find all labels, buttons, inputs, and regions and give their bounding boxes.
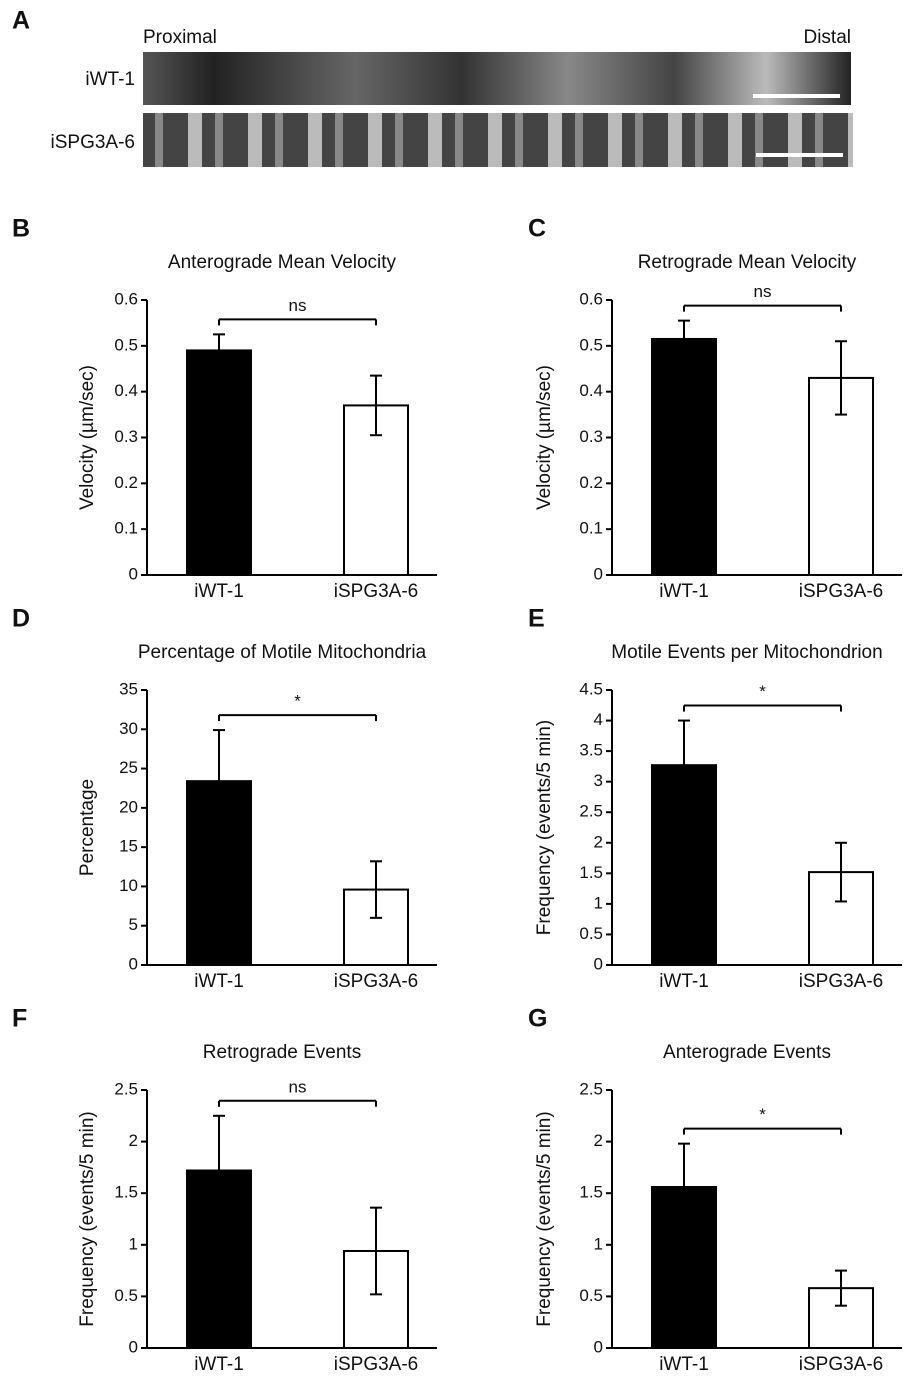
distal-label: Distal xyxy=(803,27,851,48)
significance-label: * xyxy=(294,692,301,711)
x-tick-label: iWT-1 xyxy=(194,581,244,602)
x-tick-label: iSPG3A-6 xyxy=(799,971,883,992)
y-tick-label: 0.5 xyxy=(114,335,138,354)
panel-label: C xyxy=(528,215,546,243)
y-tick-label: 2.5 xyxy=(579,1079,603,1098)
y-tick-label: 0.2 xyxy=(114,473,138,492)
kymograph xyxy=(143,113,853,167)
panel-label: B xyxy=(12,215,30,243)
significance-label: ns xyxy=(289,296,307,315)
panel-label: G xyxy=(528,1005,547,1033)
y-tick-label: 35 xyxy=(119,679,138,698)
x-tick-label: iSPG3A-6 xyxy=(799,1354,883,1375)
panel-label: A xyxy=(12,7,30,35)
y-axis-label: Percentage xyxy=(77,779,98,876)
x-tick-label: iSPG3A-6 xyxy=(334,971,418,992)
y-tick-label: 5 xyxy=(129,915,138,934)
y-tick-label: 1.5 xyxy=(579,1183,603,1202)
y-tick-label: 4.5 xyxy=(579,679,603,698)
y-axis-label: Frequency (events/5 min) xyxy=(77,1111,98,1326)
y-tick-label: 0.6 xyxy=(579,289,603,308)
y-axis-label: Velocity (µm/sec) xyxy=(77,365,98,510)
y-tick-label: 0 xyxy=(594,1337,603,1356)
y-tick-label: 2 xyxy=(594,1131,603,1150)
y-tick-label: 2.5 xyxy=(579,802,603,821)
y-tick-label: 20 xyxy=(119,797,138,816)
y-tick-label: 2 xyxy=(129,1131,138,1150)
y-tick-label: 0.5 xyxy=(579,335,603,354)
y-tick-label: 3 xyxy=(594,771,603,790)
y-tick-label: 0.3 xyxy=(114,427,138,446)
chart-title: Anterograde Mean Velocity xyxy=(168,252,397,273)
y-tick-label: 0.4 xyxy=(114,381,138,400)
row-label: iWT-1 xyxy=(85,69,135,90)
y-tick-label: 2.5 xyxy=(114,1079,138,1098)
y-axis-label: Frequency (events/5 min) xyxy=(534,1111,555,1326)
y-tick-label: 0.2 xyxy=(579,473,603,492)
x-tick-label: iWT-1 xyxy=(194,1354,244,1375)
y-tick-label: 10 xyxy=(119,876,138,895)
y-tick-label: 15 xyxy=(119,837,138,856)
y-tick-label: 0.6 xyxy=(114,289,138,308)
panel-label: D xyxy=(12,605,30,633)
x-tick-label: iWT-1 xyxy=(659,1354,709,1375)
y-tick-label: 0.1 xyxy=(579,519,603,538)
y-tick-label: 0.5 xyxy=(579,1286,603,1305)
panel-label: F xyxy=(12,1005,27,1033)
y-tick-label: 1 xyxy=(129,1234,138,1253)
y-tick-label: 0.4 xyxy=(579,381,603,400)
y-tick-label: 0 xyxy=(129,1337,138,1356)
chart-title: Motile Events per Mitochondrion xyxy=(611,642,882,663)
row-label: iSPG3A-6 xyxy=(51,132,135,153)
y-tick-label: 0 xyxy=(594,564,603,583)
y-tick-label: 0 xyxy=(594,954,603,973)
x-tick-label: iSPG3A-6 xyxy=(334,1354,418,1375)
y-axis-label: Velocity (µm/sec) xyxy=(534,365,555,510)
y-tick-label: 25 xyxy=(119,758,138,777)
proximal-label: Proximal xyxy=(143,27,217,48)
y-tick-label: 1.5 xyxy=(579,863,603,882)
y-tick-label: 0.3 xyxy=(579,427,603,446)
y-tick-label: 2 xyxy=(594,832,603,851)
bar xyxy=(187,350,251,575)
y-tick-label: 0.5 xyxy=(579,924,603,943)
y-tick-label: 1.5 xyxy=(114,1183,138,1202)
x-tick-label: iSPG3A-6 xyxy=(334,581,418,602)
y-tick-label: 0.5 xyxy=(114,1286,138,1305)
y-tick-label: 4 xyxy=(594,710,603,729)
chart-title: Anterograde Events xyxy=(663,1042,831,1063)
significance-label: ns xyxy=(754,282,772,301)
significance-label: * xyxy=(759,1105,766,1124)
y-tick-label: 0.1 xyxy=(114,519,138,538)
significance-label: ns xyxy=(289,1077,307,1096)
chart-title: Retrograde Mean Velocity xyxy=(638,252,857,273)
y-tick-label: 1 xyxy=(594,893,603,912)
x-tick-label: iSPG3A-6 xyxy=(799,581,883,602)
x-tick-label: iWT-1 xyxy=(659,581,709,602)
y-tick-label: 30 xyxy=(119,719,138,738)
y-tick-label: 3.5 xyxy=(579,741,603,760)
significance-label: * xyxy=(759,682,766,701)
y-tick-label: 0 xyxy=(129,564,138,583)
panel-label: E xyxy=(528,605,545,633)
bar xyxy=(652,339,716,575)
chart-title: Percentage of Motile Mitochondria xyxy=(138,642,427,663)
y-tick-label: 0 xyxy=(129,954,138,973)
chart-title: Retrograde Events xyxy=(203,1042,361,1063)
kymograph xyxy=(143,52,851,105)
y-axis-label: Frequency (events/5 min) xyxy=(534,720,555,935)
x-tick-label: iWT-1 xyxy=(194,971,244,992)
x-tick-label: iWT-1 xyxy=(659,971,709,992)
y-tick-label: 1 xyxy=(594,1234,603,1253)
figure: A Proximal Distal iWT-1 iSPG3A-6 B Antero… xyxy=(0,0,914,1377)
